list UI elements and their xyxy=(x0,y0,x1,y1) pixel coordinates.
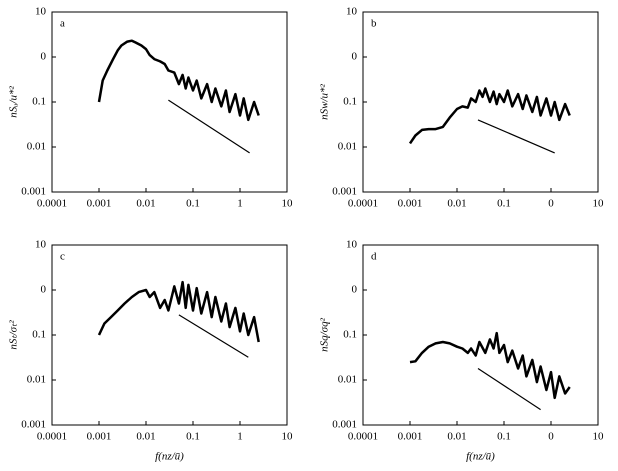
data-line xyxy=(408,87,571,145)
y-tick-label: 10 xyxy=(346,239,358,251)
data-line xyxy=(168,99,250,154)
y-axis-label: nSw/u*² xyxy=(319,83,331,119)
y-tick-label: 10 xyxy=(35,239,47,251)
x-tick-label: 10 xyxy=(593,431,605,443)
data-line xyxy=(477,119,555,154)
data-line xyxy=(97,280,260,343)
y-tick-label: 0.001 xyxy=(21,186,46,198)
x-tick-label: 0.001 xyxy=(87,431,112,443)
panel-label: a xyxy=(60,18,65,30)
y-tick-label: 0.1 xyxy=(343,329,357,341)
x-tick-label: 10 xyxy=(593,198,605,210)
y-tick-label: 0 xyxy=(352,284,358,296)
x-tick-label: 0.01 xyxy=(447,431,466,443)
y-tick-label: 0 xyxy=(41,284,47,296)
panel-label: c xyxy=(60,251,65,263)
data-line xyxy=(178,314,249,358)
x-tick-label: 0.1 xyxy=(497,198,511,210)
x-tick-label: 1 xyxy=(237,198,243,210)
y-tick-label: 0.01 xyxy=(338,374,357,386)
plot-frame xyxy=(51,244,288,426)
x-tick-label: 0.1 xyxy=(186,198,200,210)
x-tick-label: 0 xyxy=(548,431,554,443)
y-tick-label: 0.001 xyxy=(332,186,357,198)
x-tick-label: 0.01 xyxy=(136,431,155,443)
x-tick-label: 0.01 xyxy=(136,198,155,210)
x-tick-label: 0.0001 xyxy=(348,431,378,443)
y-axis-label: nSq/σq² xyxy=(319,317,331,351)
x-axis-label: f(nz/ū) xyxy=(466,451,495,463)
y-tick-label: 0.01 xyxy=(27,141,46,153)
plot-frame xyxy=(362,11,599,193)
data-line xyxy=(477,367,541,411)
x-tick-label: 0.0001 xyxy=(37,198,67,210)
y-axis-label: nSₜ/σₜ² xyxy=(8,320,20,350)
data-line xyxy=(97,39,260,122)
y-tick-label: 0 xyxy=(352,51,358,63)
x-tick-label: 0.01 xyxy=(447,198,466,210)
panel-label: b xyxy=(371,18,377,30)
x-tick-label: 0.0001 xyxy=(348,198,378,210)
y-tick-label: 10 xyxy=(35,6,47,18)
data-line xyxy=(409,331,571,400)
x-tick-label: 0.001 xyxy=(398,198,423,210)
y-tick-label: 0.1 xyxy=(32,96,46,108)
x-tick-label: 0 xyxy=(548,198,554,210)
y-tick-label: 0.1 xyxy=(343,96,357,108)
plot-frame xyxy=(362,244,599,426)
y-tick-label: 0.01 xyxy=(27,374,46,386)
x-tick-label: 0.001 xyxy=(87,198,112,210)
panel-label: d xyxy=(371,251,377,263)
y-tick-label: 0.01 xyxy=(338,141,357,153)
plot-frame xyxy=(51,11,288,193)
x-tick-label: 1 xyxy=(237,431,243,443)
y-tick-label: 0.1 xyxy=(32,329,46,341)
x-tick-label: 0.1 xyxy=(186,431,200,443)
y-tick-label: 0.001 xyxy=(332,419,357,431)
x-tick-label: 0.001 xyxy=(398,431,423,443)
x-tick-label: 10 xyxy=(282,198,294,210)
y-axis-label: nSᵤ/u*² xyxy=(8,86,20,118)
y-tick-label: 0 xyxy=(41,51,47,63)
x-tick-label: 0.0001 xyxy=(37,431,67,443)
x-tick-label: 0.1 xyxy=(497,431,511,443)
y-tick-label: 0.001 xyxy=(21,419,46,431)
x-axis-label: f(nz/ū) xyxy=(155,451,184,463)
x-tick-label: 10 xyxy=(282,431,294,443)
y-tick-label: 10 xyxy=(346,6,358,18)
